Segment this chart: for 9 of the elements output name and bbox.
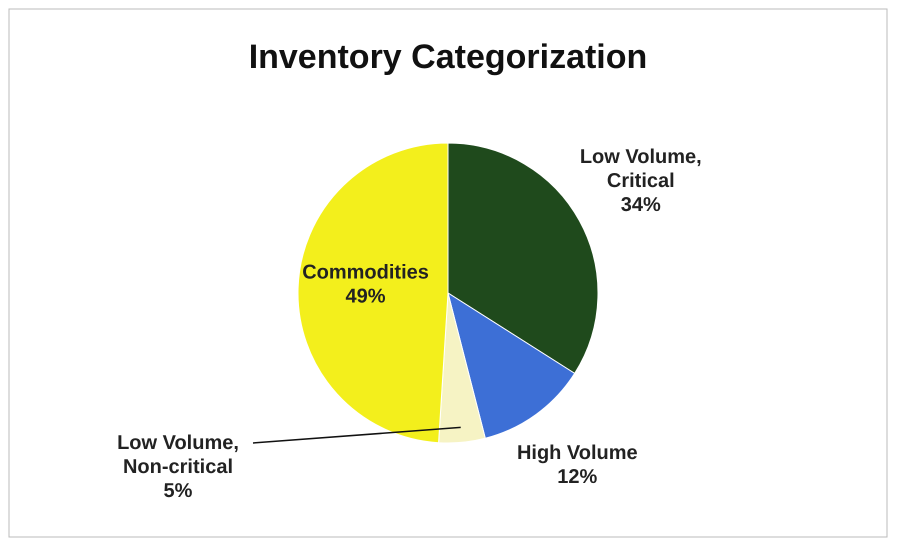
slice-label: Low Volume, Non-critical xyxy=(117,432,239,478)
data-label: 12% xyxy=(557,466,598,488)
chart-title: Inventory Categorization xyxy=(248,38,648,76)
slice-label: Low Volume, Critical xyxy=(580,146,702,192)
data-label: 34% xyxy=(620,194,662,216)
data-label: 5% xyxy=(164,480,193,502)
slice-label: Commodities xyxy=(302,261,429,284)
data-label: 49% xyxy=(346,285,386,308)
slice-label: High Volume xyxy=(516,442,638,464)
